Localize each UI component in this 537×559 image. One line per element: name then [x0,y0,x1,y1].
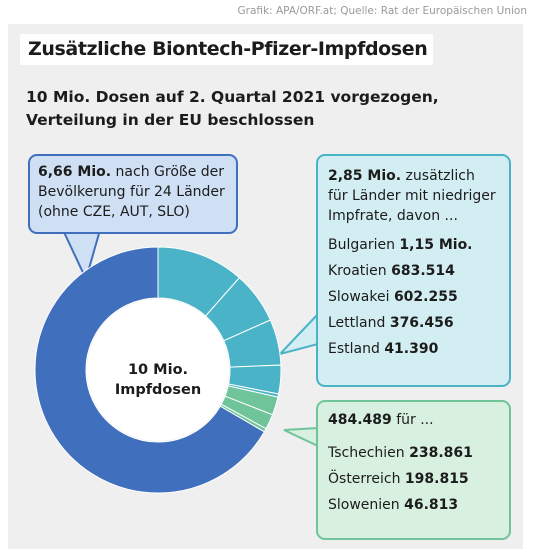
donut-slice-24-länder-bevölkerung- [34,246,265,494]
population-text-1: nach Größe der [115,164,225,180]
country-row-bulgarien: Bulgarien 1,15 Mio. [328,237,473,253]
source-credit: Grafik: APA/ORF.at; Quelle: Rat der Euro… [237,5,527,17]
low-rate-text-2: für Länder mit niedriger [328,188,496,204]
pointer-low-rate [276,311,319,356]
country-row-oesterreich: Österreich 198.815 [328,471,469,487]
callout-cz-at-si: 484.489 für ... Tschechien 238.861 Öster… [316,400,511,540]
callout-pointers [61,229,319,448]
low-rate-value: 2,85 Mio. [328,168,402,184]
chart-subtitle: 10 Mio. Dosen auf 2. Quartal 2021 vorgez… [26,86,439,132]
subtitle-line-2: Verteilung in der EU beschlossen [26,111,315,129]
population-text-3: (ohne CZE, AUT, SLO) [38,204,190,220]
country-row-tschechien: Tschechien 238.861 [328,445,473,461]
low-rate-text-1: zusätzlich [405,168,475,184]
population-value: 6,66 Mio. [38,164,112,180]
callout-low-rate: 2,85 Mio. zusätzlich für Länder mit nied… [316,154,511,387]
chart-title: Zusätzliche Biontech-Pfizer-Impfdosen [28,38,428,60]
callout-population: 6,66 Mio. nach Größe der Bevölkerung für… [28,154,238,234]
title-box: Zusätzliche Biontech-Pfizer-Impfdosen [20,34,434,65]
country-row-kroatien: Kroatien 683.514 [328,263,455,279]
center-label-line-1: 10 Mio. [127,362,189,378]
chart-panel: Zusätzliche Biontech-Pfizer-Impfdosen 10… [8,24,523,549]
population-text-2: Bevölkerung für 24 Länder [38,184,225,200]
pointer-cz-at-si [283,426,319,448]
donut-slices [34,246,282,494]
donut-chart [34,229,319,494]
country-row-lettland: Lettland 376.456 [328,315,454,331]
donut-hole [87,299,229,441]
czsi-value: 484.489 [328,412,392,428]
donut-center-label: 10 Mio. Impfdosen [88,360,228,400]
country-row-estland: Estland 41.390 [328,341,439,357]
country-row-slowenien: Slowenien 46.813 [328,497,459,513]
center-label-line-2: Impfdosen [114,382,202,398]
subtitle-line-1: 10 Mio. Dosen auf 2. Quartal 2021 vorgez… [26,88,439,106]
czsi-text: für ... [396,412,434,428]
low-rate-text-3: Impfrate, davon ... [328,208,458,224]
country-row-slowakei: Slowakei 602.255 [328,289,458,305]
